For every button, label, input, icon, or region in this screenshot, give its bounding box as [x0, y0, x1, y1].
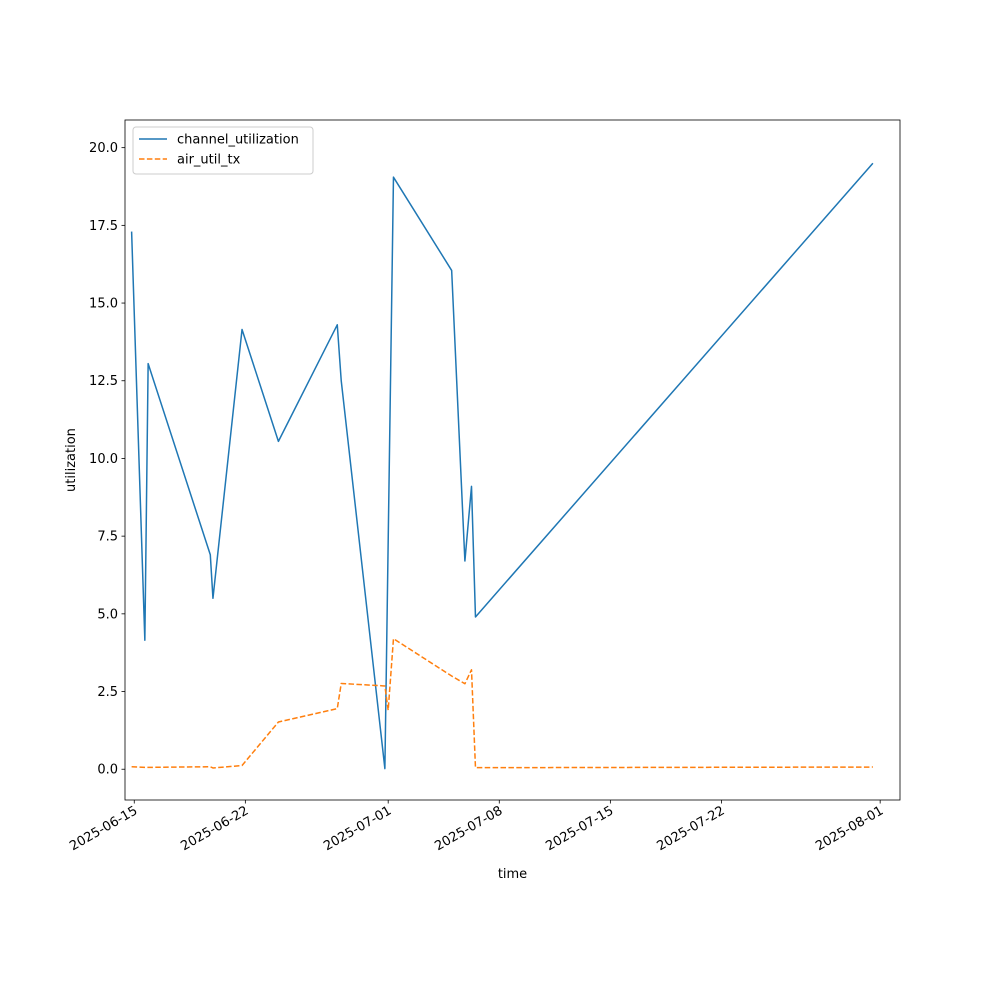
y-tick-label: 12.5 [89, 374, 118, 389]
x-axis-label: time [498, 867, 527, 882]
y-tick-label: 20.0 [89, 141, 118, 156]
y-axis-label: utilization [64, 428, 79, 492]
plot-area [125, 120, 900, 800]
legend-label-channel_utilization: channel_utilization [177, 133, 299, 148]
legend-label-air_util_tx: air_util_tx [177, 153, 241, 168]
series-layer [130, 162, 874, 770]
y-tick-label: 0.0 [97, 763, 118, 778]
y-tick-label: 5.0 [97, 607, 118, 622]
legend-frame [132, 126, 314, 175]
plot-background [125, 120, 900, 800]
y-tick-label: 15.0 [89, 297, 118, 312]
legend: channel_utilization air_util_tx [132, 126, 314, 175]
y-tick-label: 10.0 [89, 452, 118, 467]
y-tick-label: 7.5 [97, 530, 118, 545]
y-tick-label: 2.5 [97, 685, 118, 700]
series-line-channel_utilization [130, 162, 874, 770]
y-tick-label: 17.5 [89, 219, 118, 234]
series-line-air_util_tx [131, 637, 873, 769]
plot-frame [124, 119, 901, 801]
